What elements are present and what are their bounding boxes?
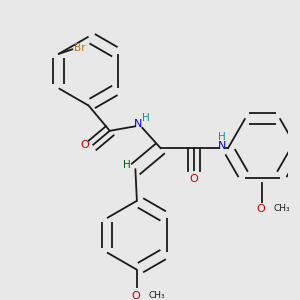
Text: CH₃: CH₃ <box>274 204 290 213</box>
Text: N: N <box>218 141 226 151</box>
Text: O: O <box>189 174 198 184</box>
Text: Br: Br <box>74 44 85 53</box>
Text: O: O <box>81 140 89 150</box>
Text: H: H <box>122 160 130 170</box>
Text: H: H <box>218 132 226 142</box>
Text: CH₃: CH₃ <box>148 291 165 300</box>
Text: O: O <box>256 204 266 214</box>
Text: H: H <box>142 113 150 123</box>
Text: N: N <box>134 119 142 129</box>
Text: O: O <box>131 291 140 300</box>
